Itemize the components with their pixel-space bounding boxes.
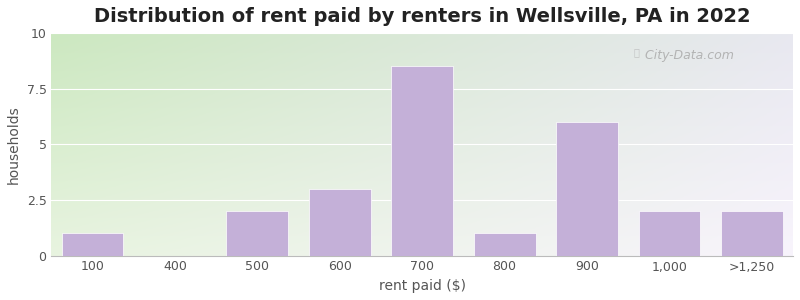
- Text: City-Data.com: City-Data.com: [638, 49, 734, 62]
- Bar: [556, 122, 618, 256]
- Title: Distribution of rent paid by renters in Wellsville, PA in 2022: Distribution of rent paid by renters in …: [94, 7, 750, 26]
- Bar: [391, 66, 453, 256]
- Bar: [474, 233, 535, 256]
- Bar: [721, 211, 782, 256]
- X-axis label: rent paid ($): rent paid ($): [378, 279, 466, 293]
- Bar: [638, 211, 700, 256]
- Bar: [226, 211, 288, 256]
- Y-axis label: households: households: [7, 105, 21, 184]
- Bar: [309, 189, 370, 256]
- Text: 🔍: 🔍: [634, 47, 639, 58]
- Bar: [62, 233, 123, 256]
